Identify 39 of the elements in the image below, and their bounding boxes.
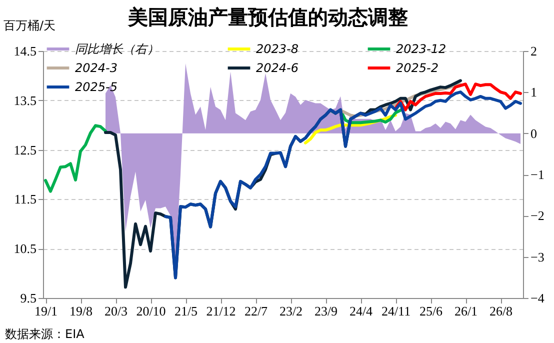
y2-tick-label: −4 bbox=[530, 290, 545, 306]
chart-title: 美国原油产量预估值的动态调整 bbox=[127, 5, 408, 29]
y2-tick-label: −3 bbox=[530, 249, 544, 264]
x-tick-label: 21/12 bbox=[206, 304, 236, 318]
y-tick-label: 11.5 bbox=[14, 192, 36, 207]
legend-label: 2025-2 bbox=[396, 61, 439, 75]
legend-label: 同比增长（右） bbox=[75, 42, 159, 56]
y-tick-label: 12.5 bbox=[14, 142, 36, 158]
y2-tick-label: −2 bbox=[530, 208, 544, 224]
x-tick-label: 26/8 bbox=[489, 304, 513, 318]
x-tick-label: 26/1 bbox=[454, 304, 478, 318]
x-tick-label: 24/4 bbox=[349, 304, 374, 318]
y2-tick-label: 0 bbox=[530, 126, 537, 141]
line-series bbox=[164, 90, 522, 280]
legend-label: 2023-12 bbox=[396, 42, 446, 56]
legend-label: 2023-8 bbox=[256, 42, 299, 56]
x-tick-label: 19/1 bbox=[34, 304, 58, 318]
y2-tick-label: 2 bbox=[530, 44, 537, 58]
x-tick-label: 22/7 bbox=[244, 304, 268, 318]
y-axis-title: 百万桶/天 bbox=[4, 18, 56, 32]
legend-label: 2024-3 bbox=[75, 61, 118, 75]
x-tick-label: 19/8 bbox=[69, 304, 93, 318]
x-tick-label: 20/10 bbox=[136, 304, 166, 318]
x-tick-label: 24/11 bbox=[381, 304, 411, 318]
x-tick-label: 20/3 bbox=[104, 304, 128, 318]
source-note: 数据来源：EIA bbox=[5, 327, 86, 341]
x-tick-label: 23/2 bbox=[279, 304, 303, 318]
y-tick-label: 13.5 bbox=[14, 92, 36, 108]
legend-label: 2025-5 bbox=[75, 80, 118, 94]
x-tick-label: 25/6 bbox=[419, 304, 444, 318]
y-tick-label: 9.5 bbox=[20, 290, 36, 306]
x-tick-label: 21/5 bbox=[174, 304, 198, 318]
y-tick-label: 10.5 bbox=[14, 241, 36, 256]
y-tick-label: 14.5 bbox=[14, 44, 36, 58]
x-tick-label: 23/9 bbox=[314, 304, 338, 318]
legend-label: 2024-6 bbox=[256, 61, 299, 75]
y2-tick-label: 1 bbox=[530, 84, 537, 100]
y2-tick-label: −1 bbox=[530, 167, 544, 182]
line-series bbox=[394, 82, 522, 112]
